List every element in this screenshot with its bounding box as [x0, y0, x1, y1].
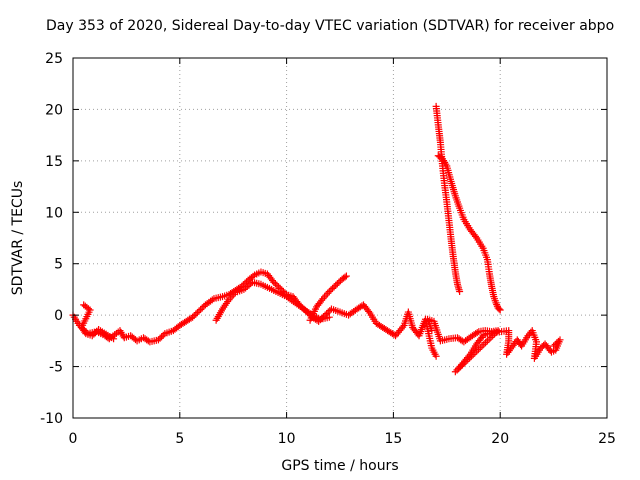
- plot-frame: [72, 57, 608, 419]
- data-point: [474, 345, 482, 353]
- data-point: [326, 307, 334, 315]
- data-point: [159, 331, 167, 339]
- series-late-cluster: [424, 315, 564, 376]
- y-tick-label: -5: [49, 360, 63, 376]
- data-point: [271, 280, 279, 288]
- data-point: [332, 281, 340, 289]
- y-tick-label: 5: [54, 257, 63, 273]
- data-point: [158, 333, 166, 341]
- chart-title: Day 353 of 2020, Sidereal Day-to-day VTE…: [46, 18, 615, 34]
- data-point: [324, 289, 332, 297]
- data-point: [482, 339, 490, 347]
- data-point: [154, 336, 162, 344]
- data-point: [110, 335, 118, 343]
- data-point: [90, 330, 98, 338]
- data-point: [341, 273, 349, 281]
- data-point: [273, 281, 281, 289]
- data-point: [91, 329, 99, 337]
- data-point: [365, 307, 373, 315]
- data-point: [325, 313, 333, 321]
- x-tick-label: 10: [278, 431, 296, 447]
- x-axis-label: GPS time / hours: [281, 458, 399, 474]
- axis-ticks: 0 5 10 15 20 25 -10 -5 0 5 10 15 20 25: [40, 51, 616, 447]
- data-point: [483, 337, 491, 345]
- data-point: [556, 336, 564, 344]
- data-point: [496, 306, 504, 314]
- series-overlap-2: [212, 278, 333, 324]
- data-point: [399, 323, 407, 331]
- data-point: [493, 301, 501, 309]
- x-tick-label: 0: [69, 431, 78, 447]
- x-tick-label: 20: [491, 431, 509, 447]
- data-point: [551, 340, 559, 348]
- x-tick-label: 15: [384, 431, 402, 447]
- data-point: [390, 331, 398, 339]
- data-point: [333, 280, 341, 288]
- series-steep-descent-1: [432, 102, 464, 295]
- data-point: [330, 283, 338, 291]
- data-point: [327, 286, 335, 294]
- series-steep-descent-2: [434, 152, 504, 314]
- data-point: [195, 307, 203, 315]
- y-tick-label: 20: [45, 102, 63, 118]
- data-point: [473, 329, 481, 337]
- series-mid-rise: [306, 272, 350, 324]
- data-points: [69, 102, 564, 376]
- data-point: [451, 368, 459, 376]
- data-point: [193, 309, 201, 317]
- y-tick-label: -10: [40, 411, 63, 427]
- data-point: [335, 278, 343, 286]
- data-point: [322, 291, 330, 299]
- data-point: [432, 352, 440, 360]
- data-point: [456, 287, 464, 295]
- data-point: [324, 308, 332, 316]
- data-point: [247, 280, 255, 288]
- x-tick-label: 5: [175, 431, 184, 447]
- data-point: [471, 232, 479, 240]
- y-axis-label: SDTVAR / TECUs: [10, 180, 26, 296]
- data-point: [553, 339, 561, 347]
- data-point: [192, 310, 200, 318]
- y-tick-label: 15: [45, 154, 63, 170]
- data-point: [554, 337, 562, 345]
- y-tick-label: 10: [45, 205, 63, 221]
- y-tick-label: 0: [54, 308, 63, 324]
- data-point: [88, 332, 96, 340]
- y-tick-label: 25: [45, 51, 63, 67]
- series-early-fragments: [78, 301, 118, 343]
- data-point: [329, 284, 337, 292]
- data-point: [550, 342, 558, 350]
- data-point: [325, 287, 333, 295]
- data-point: [465, 352, 473, 360]
- data-point: [342, 272, 350, 280]
- data-point: [190, 312, 198, 320]
- grid-lines: [73, 58, 607, 418]
- data-point: [189, 313, 197, 321]
- x-tick-label: 25: [598, 431, 616, 447]
- data-point: [197, 305, 205, 313]
- data-point: [156, 334, 164, 342]
- data-point: [495, 305, 503, 313]
- data-point: [270, 278, 278, 286]
- data-point: [208, 296, 216, 304]
- data-point: [249, 272, 257, 280]
- data-point: [198, 304, 206, 312]
- data-point: [492, 299, 500, 307]
